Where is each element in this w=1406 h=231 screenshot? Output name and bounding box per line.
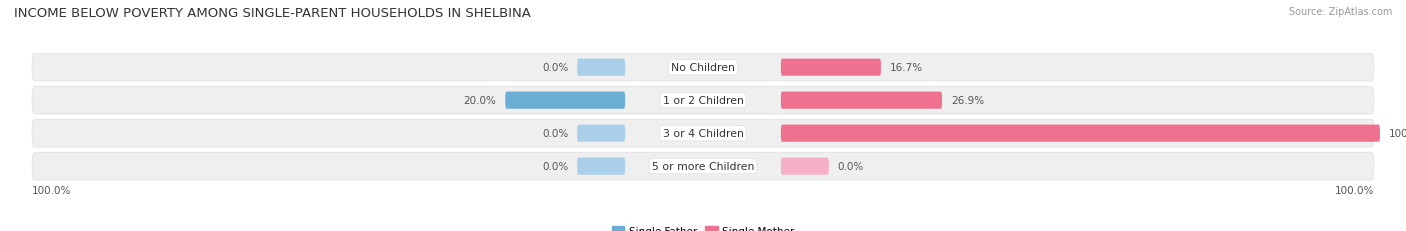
- FancyBboxPatch shape: [32, 87, 1374, 115]
- Text: No Children: No Children: [671, 63, 735, 73]
- Text: 0.0%: 0.0%: [838, 161, 865, 171]
- Text: Source: ZipAtlas.com: Source: ZipAtlas.com: [1288, 7, 1392, 17]
- Text: 0.0%: 0.0%: [541, 161, 568, 171]
- FancyBboxPatch shape: [32, 54, 1374, 82]
- Text: 100.0%: 100.0%: [1389, 129, 1406, 139]
- FancyBboxPatch shape: [578, 125, 626, 142]
- Text: 20.0%: 20.0%: [464, 96, 496, 106]
- Text: 100.0%: 100.0%: [32, 185, 72, 195]
- Text: 0.0%: 0.0%: [541, 63, 568, 73]
- FancyBboxPatch shape: [780, 125, 1379, 142]
- Text: 26.9%: 26.9%: [950, 96, 984, 106]
- Text: INCOME BELOW POVERTY AMONG SINGLE-PARENT HOUSEHOLDS IN SHELBINA: INCOME BELOW POVERTY AMONG SINGLE-PARENT…: [14, 7, 531, 20]
- Text: 3 or 4 Children: 3 or 4 Children: [662, 129, 744, 139]
- FancyBboxPatch shape: [32, 153, 1374, 180]
- Text: 100.0%: 100.0%: [1334, 185, 1374, 195]
- FancyBboxPatch shape: [780, 92, 942, 109]
- Text: 16.7%: 16.7%: [890, 63, 922, 73]
- Legend: Single Father, Single Mother: Single Father, Single Mother: [607, 222, 799, 231]
- FancyBboxPatch shape: [32, 120, 1374, 147]
- FancyBboxPatch shape: [505, 92, 626, 109]
- Text: 1 or 2 Children: 1 or 2 Children: [662, 96, 744, 106]
- Text: 5 or more Children: 5 or more Children: [652, 161, 754, 171]
- Text: 0.0%: 0.0%: [541, 129, 568, 139]
- FancyBboxPatch shape: [780, 59, 882, 76]
- FancyBboxPatch shape: [578, 59, 626, 76]
- FancyBboxPatch shape: [780, 158, 828, 175]
- FancyBboxPatch shape: [578, 158, 626, 175]
